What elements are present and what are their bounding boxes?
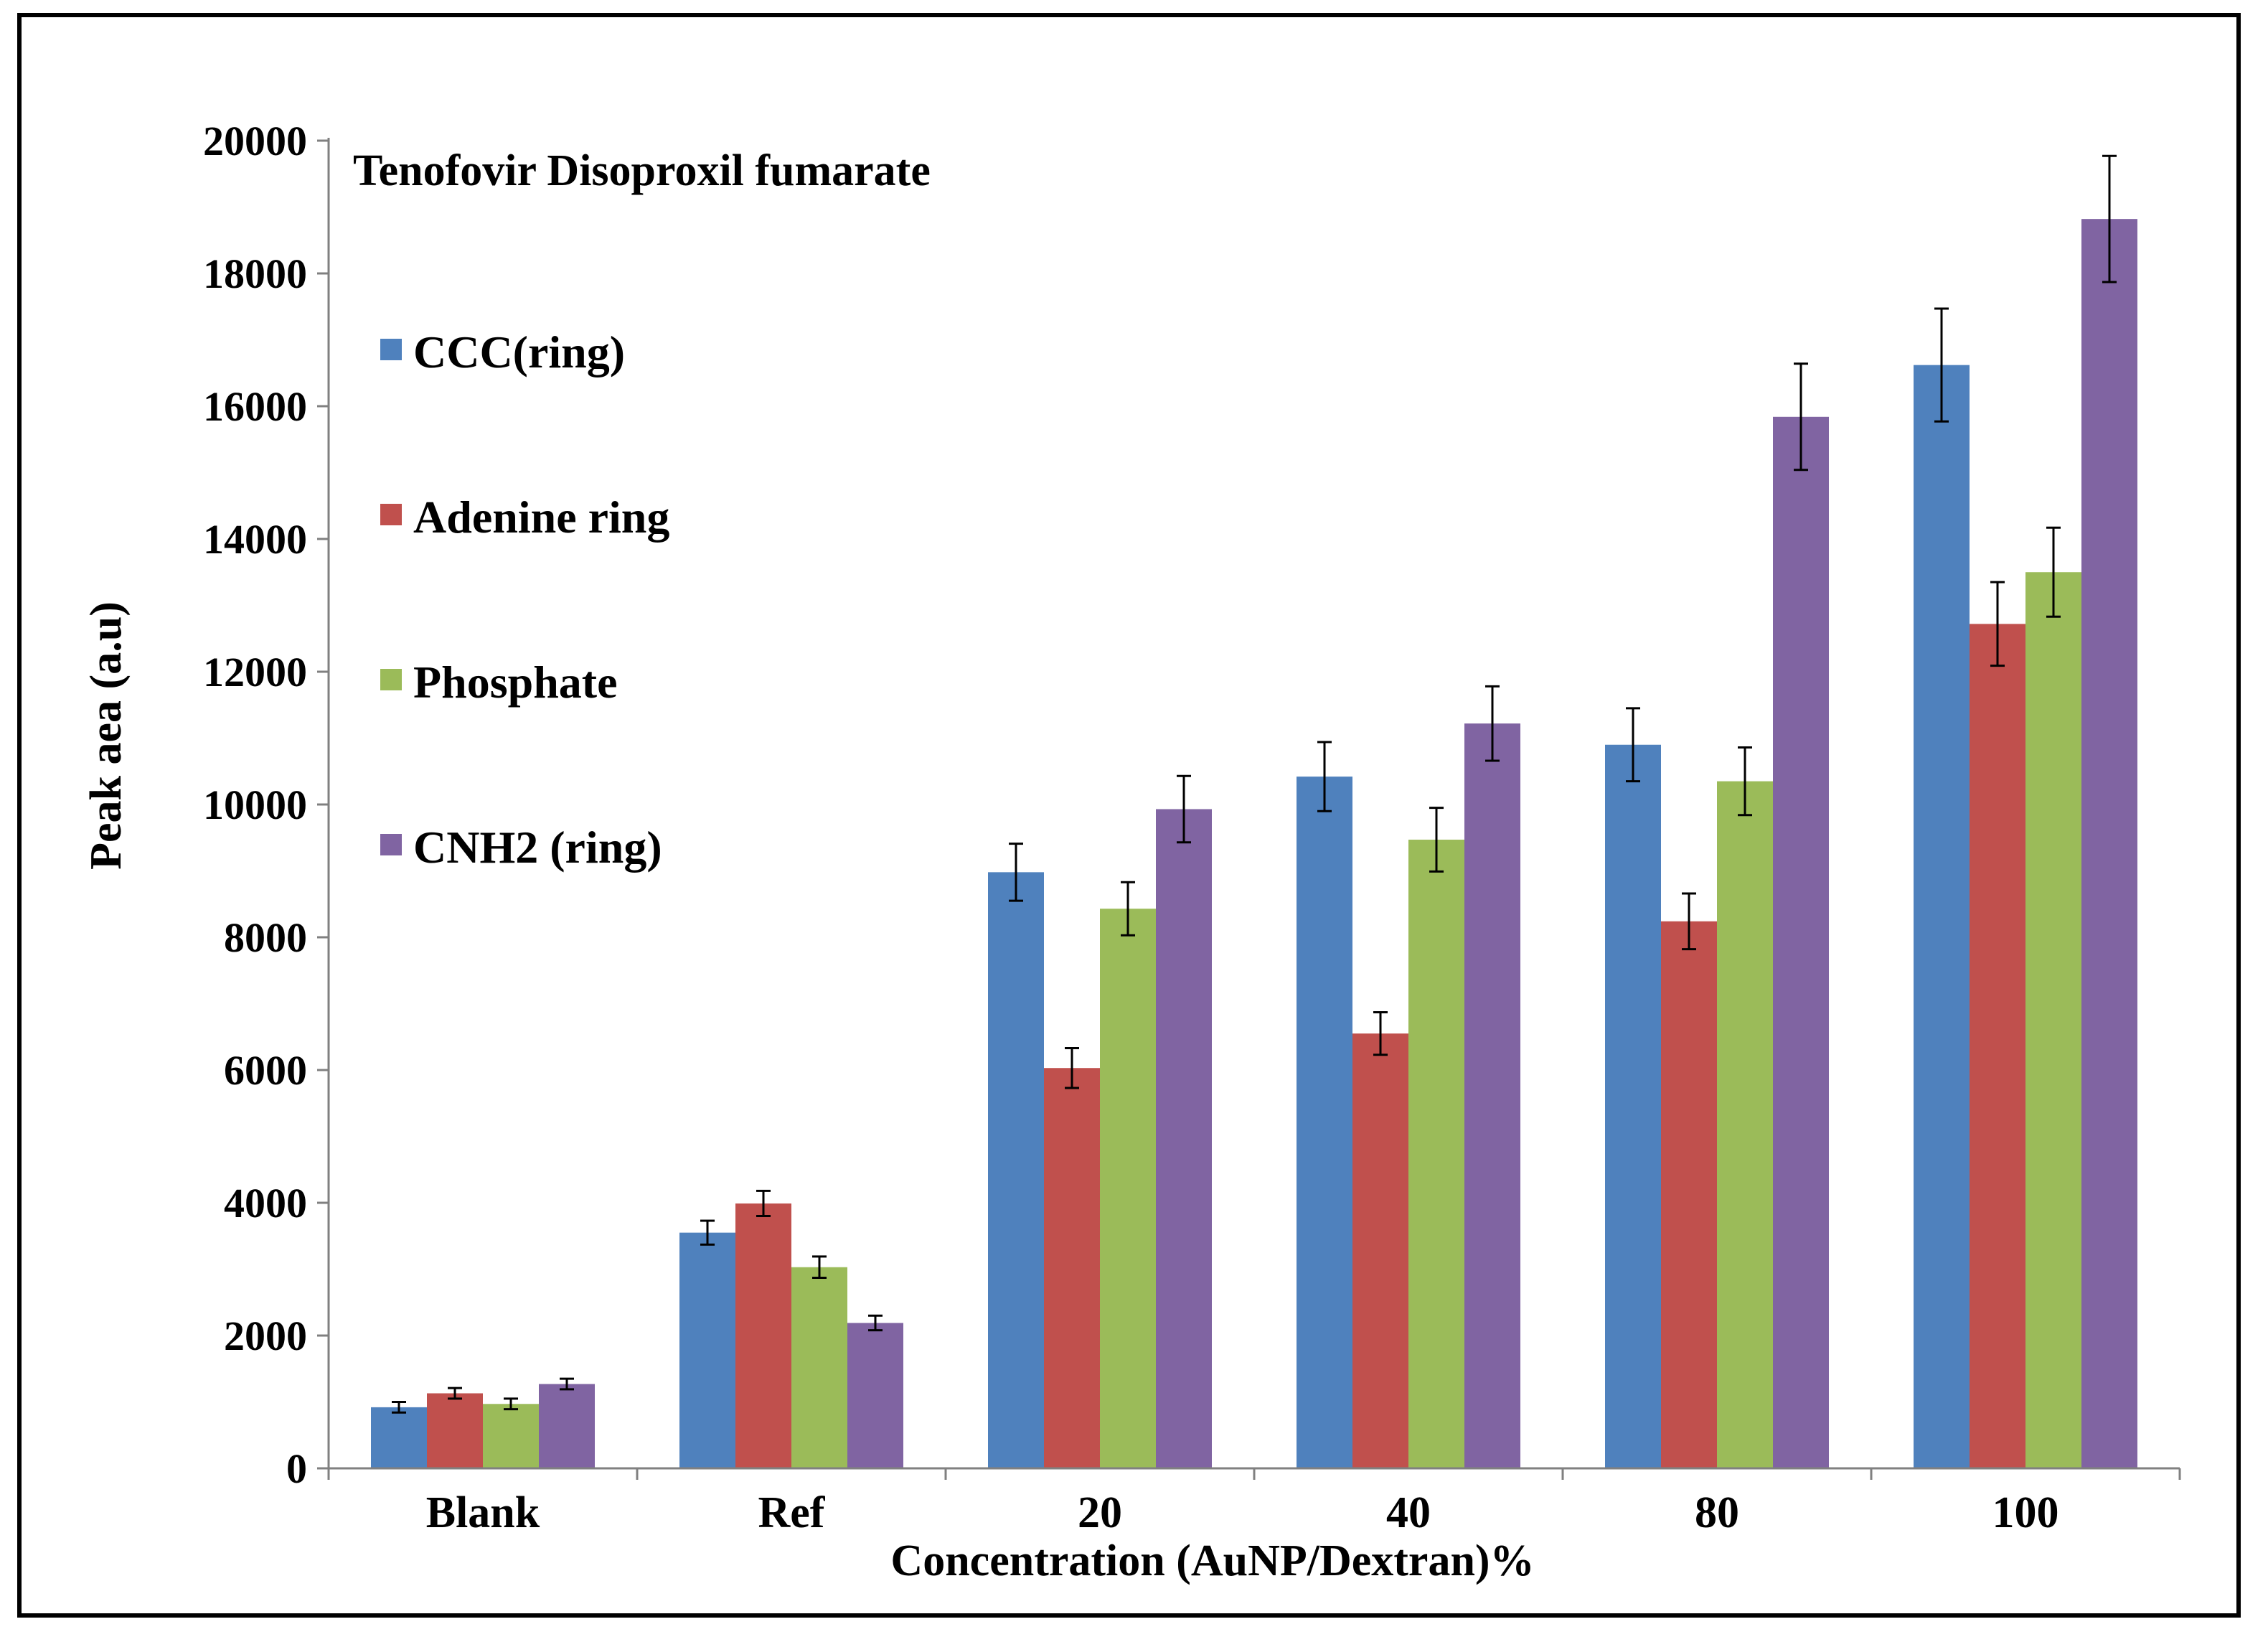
error-bar-ccc-ring--ref	[700, 1219, 715, 1246]
bar-ccc-ring--80	[1605, 744, 1661, 1468]
bar-ccc-ring--blank	[371, 1407, 427, 1468]
error-bar-phosphate-80	[1738, 746, 1752, 817]
bar-adenine-ring-20	[1044, 1068, 1100, 1468]
legend-ccc-ring--label: CCC(ring)	[413, 327, 625, 377]
error-bar-cnh2-ring--80	[1794, 362, 1808, 472]
legend-cnh2-ring--swatch	[380, 834, 402, 855]
bar-adenine-ring-80	[1661, 921, 1717, 1468]
legend-adenine-ring-swatch	[380, 504, 402, 525]
error-bar-ccc-ring--100	[1934, 307, 1949, 423]
bar-adenine-ring-blank	[427, 1393, 483, 1468]
bar-cnh2-ring--40	[1464, 723, 1520, 1468]
error-bar-cnh2-ring--20	[1177, 774, 1191, 844]
y-tick-label-12000: 12000	[203, 649, 307, 695]
bar-ccc-ring--40	[1297, 777, 1352, 1468]
bar-phosphate-20	[1100, 909, 1156, 1468]
y-tick-label-4000: 4000	[224, 1180, 307, 1226]
bar-phosphate-ref	[791, 1267, 847, 1468]
bar-cnh2-ring--blank	[539, 1384, 595, 1468]
error-bar-adenine-ring-blank	[448, 1387, 462, 1400]
error-bar-phosphate-20	[1121, 881, 1135, 937]
y-axis-label: Peak aea (a.u)	[82, 601, 131, 870]
legend-phosphate-swatch	[380, 669, 402, 690]
bar-cnh2-ring--20	[1156, 809, 1212, 1468]
error-bar-adenine-ring-100	[1990, 581, 2005, 667]
y-tick-label-6000: 6000	[224, 1047, 307, 1094]
bar-ccc-ring--ref	[679, 1232, 735, 1468]
error-bar-adenine-ring-80	[1682, 892, 1696, 951]
x-axis-label: Concentration (AuNP/Dextran)%	[890, 1537, 1534, 1585]
error-bar-cnh2-ring--blank	[560, 1377, 574, 1391]
legend-adenine-ring-label: Adenine ring	[413, 492, 669, 543]
x-tick-label-100: 100	[1992, 1488, 2059, 1537]
y-tick-label-18000: 18000	[203, 250, 307, 297]
bar-phosphate-80	[1717, 781, 1773, 1468]
x-tick-label-Blank: Blank	[426, 1488, 540, 1537]
error-bar-ccc-ring--80	[1626, 707, 1640, 783]
error-bar-adenine-ring-ref	[756, 1189, 771, 1217]
legend-phosphate-label: Phosphate	[413, 657, 618, 708]
error-bar-cnh2-ring--ref	[868, 1314, 883, 1332]
error-bar-phosphate-ref	[812, 1255, 827, 1280]
error-bar-cnh2-ring--100	[2102, 154, 2117, 283]
y-tick-label-10000: 10000	[203, 782, 307, 828]
bar-ccc-ring--20	[988, 872, 1044, 1468]
legend-cnh2-ring--label: CNH2 (ring)	[413, 822, 662, 873]
legend-ccc-ring--swatch	[380, 339, 402, 360]
error-bar-ccc-ring--20	[1009, 843, 1023, 902]
bar-adenine-ring-100	[1970, 624, 2025, 1468]
chart-title: Tenofovir Disoproxil fumarate	[353, 146, 931, 195]
y-tick-label-14000: 14000	[203, 516, 307, 563]
error-bar-ccc-ring--40	[1317, 741, 1332, 812]
x-tick-label-40: 40	[1386, 1488, 1431, 1537]
bar-phosphate-40	[1408, 840, 1464, 1468]
error-bar-phosphate-40	[1429, 807, 1444, 873]
bar-adenine-ring-40	[1352, 1033, 1408, 1468]
y-tick-label-0: 0	[286, 1445, 307, 1492]
error-bar-ccc-ring--blank	[392, 1401, 406, 1414]
y-tick-label-8000: 8000	[224, 914, 307, 961]
y-tick-label-16000: 16000	[203, 383, 307, 430]
error-bar-phosphate-100	[2046, 526, 2061, 618]
bar-phosphate-blank	[483, 1404, 539, 1468]
bar-cnh2-ring--ref	[847, 1323, 903, 1468]
bar-phosphate-100	[2025, 572, 2081, 1468]
bar-cnh2-ring--80	[1773, 416, 1829, 1468]
y-tick-label-2000: 2000	[224, 1313, 307, 1359]
bar-cnh2-ring--100	[2081, 219, 2137, 1468]
error-bar-adenine-ring-40	[1373, 1011, 1388, 1056]
x-tick-label-20: 20	[1078, 1488, 1122, 1537]
x-tick-label-80: 80	[1695, 1488, 1739, 1537]
x-tick-label-Ref: Ref	[758, 1488, 826, 1537]
bar-ccc-ring--100	[1914, 365, 1970, 1468]
y-tick-label-20000: 20000	[203, 118, 307, 164]
error-bar-phosphate-blank	[504, 1397, 518, 1411]
error-bar-adenine-ring-20	[1065, 1046, 1079, 1089]
bar-adenine-ring-ref	[735, 1203, 791, 1468]
error-bar-cnh2-ring--40	[1485, 685, 1500, 762]
